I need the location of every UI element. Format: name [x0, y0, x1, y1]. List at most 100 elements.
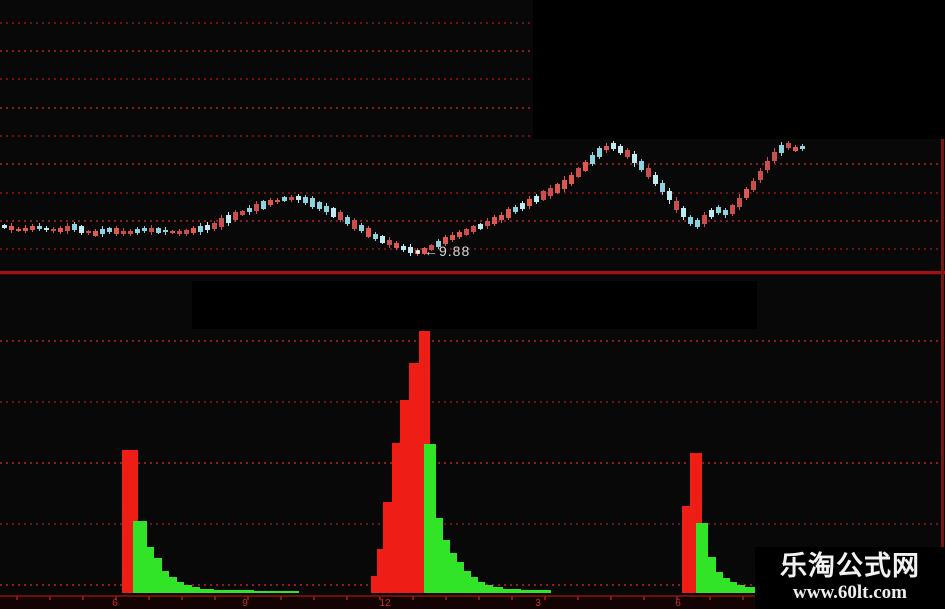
candle	[674, 200, 679, 210]
x-axis-minor-tick	[742, 596, 744, 600]
candle	[324, 206, 329, 212]
candle-wick	[466, 227, 467, 236]
indicator-green-bar	[184, 585, 192, 593]
indicator-green-bar	[708, 557, 716, 593]
indicator-green-bar	[192, 587, 200, 593]
candle-wick	[235, 209, 236, 223]
candle	[100, 229, 105, 235]
candle-wick	[662, 179, 663, 195]
candle	[639, 160, 644, 170]
candle	[51, 229, 56, 232]
candle	[590, 154, 595, 164]
price-low-annotation: ←9.88	[424, 243, 471, 259]
candle-wick	[263, 199, 264, 211]
candle-wick	[123, 228, 124, 236]
indicator-green-bar	[521, 590, 551, 593]
candle	[625, 150, 630, 158]
candle-wick	[60, 226, 61, 234]
candle-wick	[711, 208, 712, 219]
candle-wick	[354, 218, 355, 231]
candle	[737, 197, 742, 207]
candle	[268, 200, 273, 206]
candle-wick	[116, 226, 117, 236]
candle	[576, 168, 581, 178]
candle	[751, 180, 756, 190]
candle	[9, 225, 14, 230]
candle	[72, 224, 77, 230]
candle-wick	[144, 225, 145, 234]
indicator-green-bar	[133, 521, 147, 593]
watermark-site-name: 乐淘公式网	[780, 551, 920, 582]
candle	[548, 187, 553, 197]
candle	[359, 225, 364, 232]
candle-wick	[74, 221, 75, 233]
candle	[191, 228, 196, 233]
candle-wick	[88, 230, 89, 235]
candle	[2, 225, 7, 228]
indicator-red-bar	[377, 549, 383, 593]
candle-wick	[557, 182, 558, 195]
candle	[58, 228, 63, 233]
candle	[478, 223, 483, 230]
candle-wick	[767, 157, 768, 174]
candle-wick	[403, 243, 404, 252]
x-axis-minor-tick	[280, 596, 282, 600]
candle-wick	[242, 209, 243, 217]
indicator-green-bar	[493, 587, 503, 593]
candle-wick	[480, 222, 481, 231]
candle-wick	[200, 222, 201, 235]
x-axis-minor-tick	[82, 596, 84, 600]
candle	[695, 219, 700, 228]
watermark-site-url[interactable]: www.60lt.com	[793, 582, 907, 603]
candle	[660, 182, 665, 192]
candle-wick	[333, 207, 334, 218]
candle	[632, 154, 637, 164]
candle	[338, 212, 343, 221]
indicator-green-bar	[485, 585, 493, 593]
candle	[184, 230, 189, 234]
candle-wick	[627, 148, 628, 160]
candle-wick	[46, 225, 47, 232]
candle	[646, 167, 651, 177]
indicator-red-bar	[392, 443, 400, 593]
indicator-green-bar	[730, 582, 737, 593]
candle-wick	[375, 231, 376, 241]
candle-wick	[368, 226, 369, 239]
candle	[114, 228, 119, 234]
censor-box-indicator-title	[192, 281, 757, 329]
candle	[562, 179, 567, 189]
candle	[786, 142, 791, 149]
candle	[65, 225, 70, 232]
candle-wick	[347, 214, 348, 226]
x-axis-minor-tick	[346, 596, 348, 600]
candle-wick	[25, 224, 26, 234]
candle-wick	[536, 193, 537, 205]
candle	[541, 191, 546, 200]
candle-wick	[697, 218, 698, 229]
candle	[513, 206, 518, 213]
candle	[583, 161, 588, 171]
candle-wick	[256, 200, 257, 214]
candle-wick	[67, 222, 68, 235]
candle	[779, 145, 784, 153]
candle-wick	[53, 227, 54, 234]
x-axis-minor-tick	[643, 596, 645, 600]
indicator-green-bar	[162, 571, 169, 593]
candle-wick	[277, 198, 278, 204]
gridline-row	[0, 163, 945, 165]
x-axis-line	[0, 595, 945, 597]
candle	[380, 236, 385, 243]
candle	[667, 191, 672, 201]
candle-wick	[221, 215, 222, 230]
candle	[205, 224, 210, 231]
x-axis-minor-tick	[16, 596, 18, 600]
candle	[345, 217, 350, 224]
candle	[296, 196, 301, 200]
candle-wick	[571, 172, 572, 186]
candle-wick	[361, 223, 362, 234]
candle	[149, 227, 154, 232]
gridline-row	[0, 401, 945, 403]
indicator-green-bar	[254, 591, 299, 593]
gridline-row	[0, 220, 945, 222]
